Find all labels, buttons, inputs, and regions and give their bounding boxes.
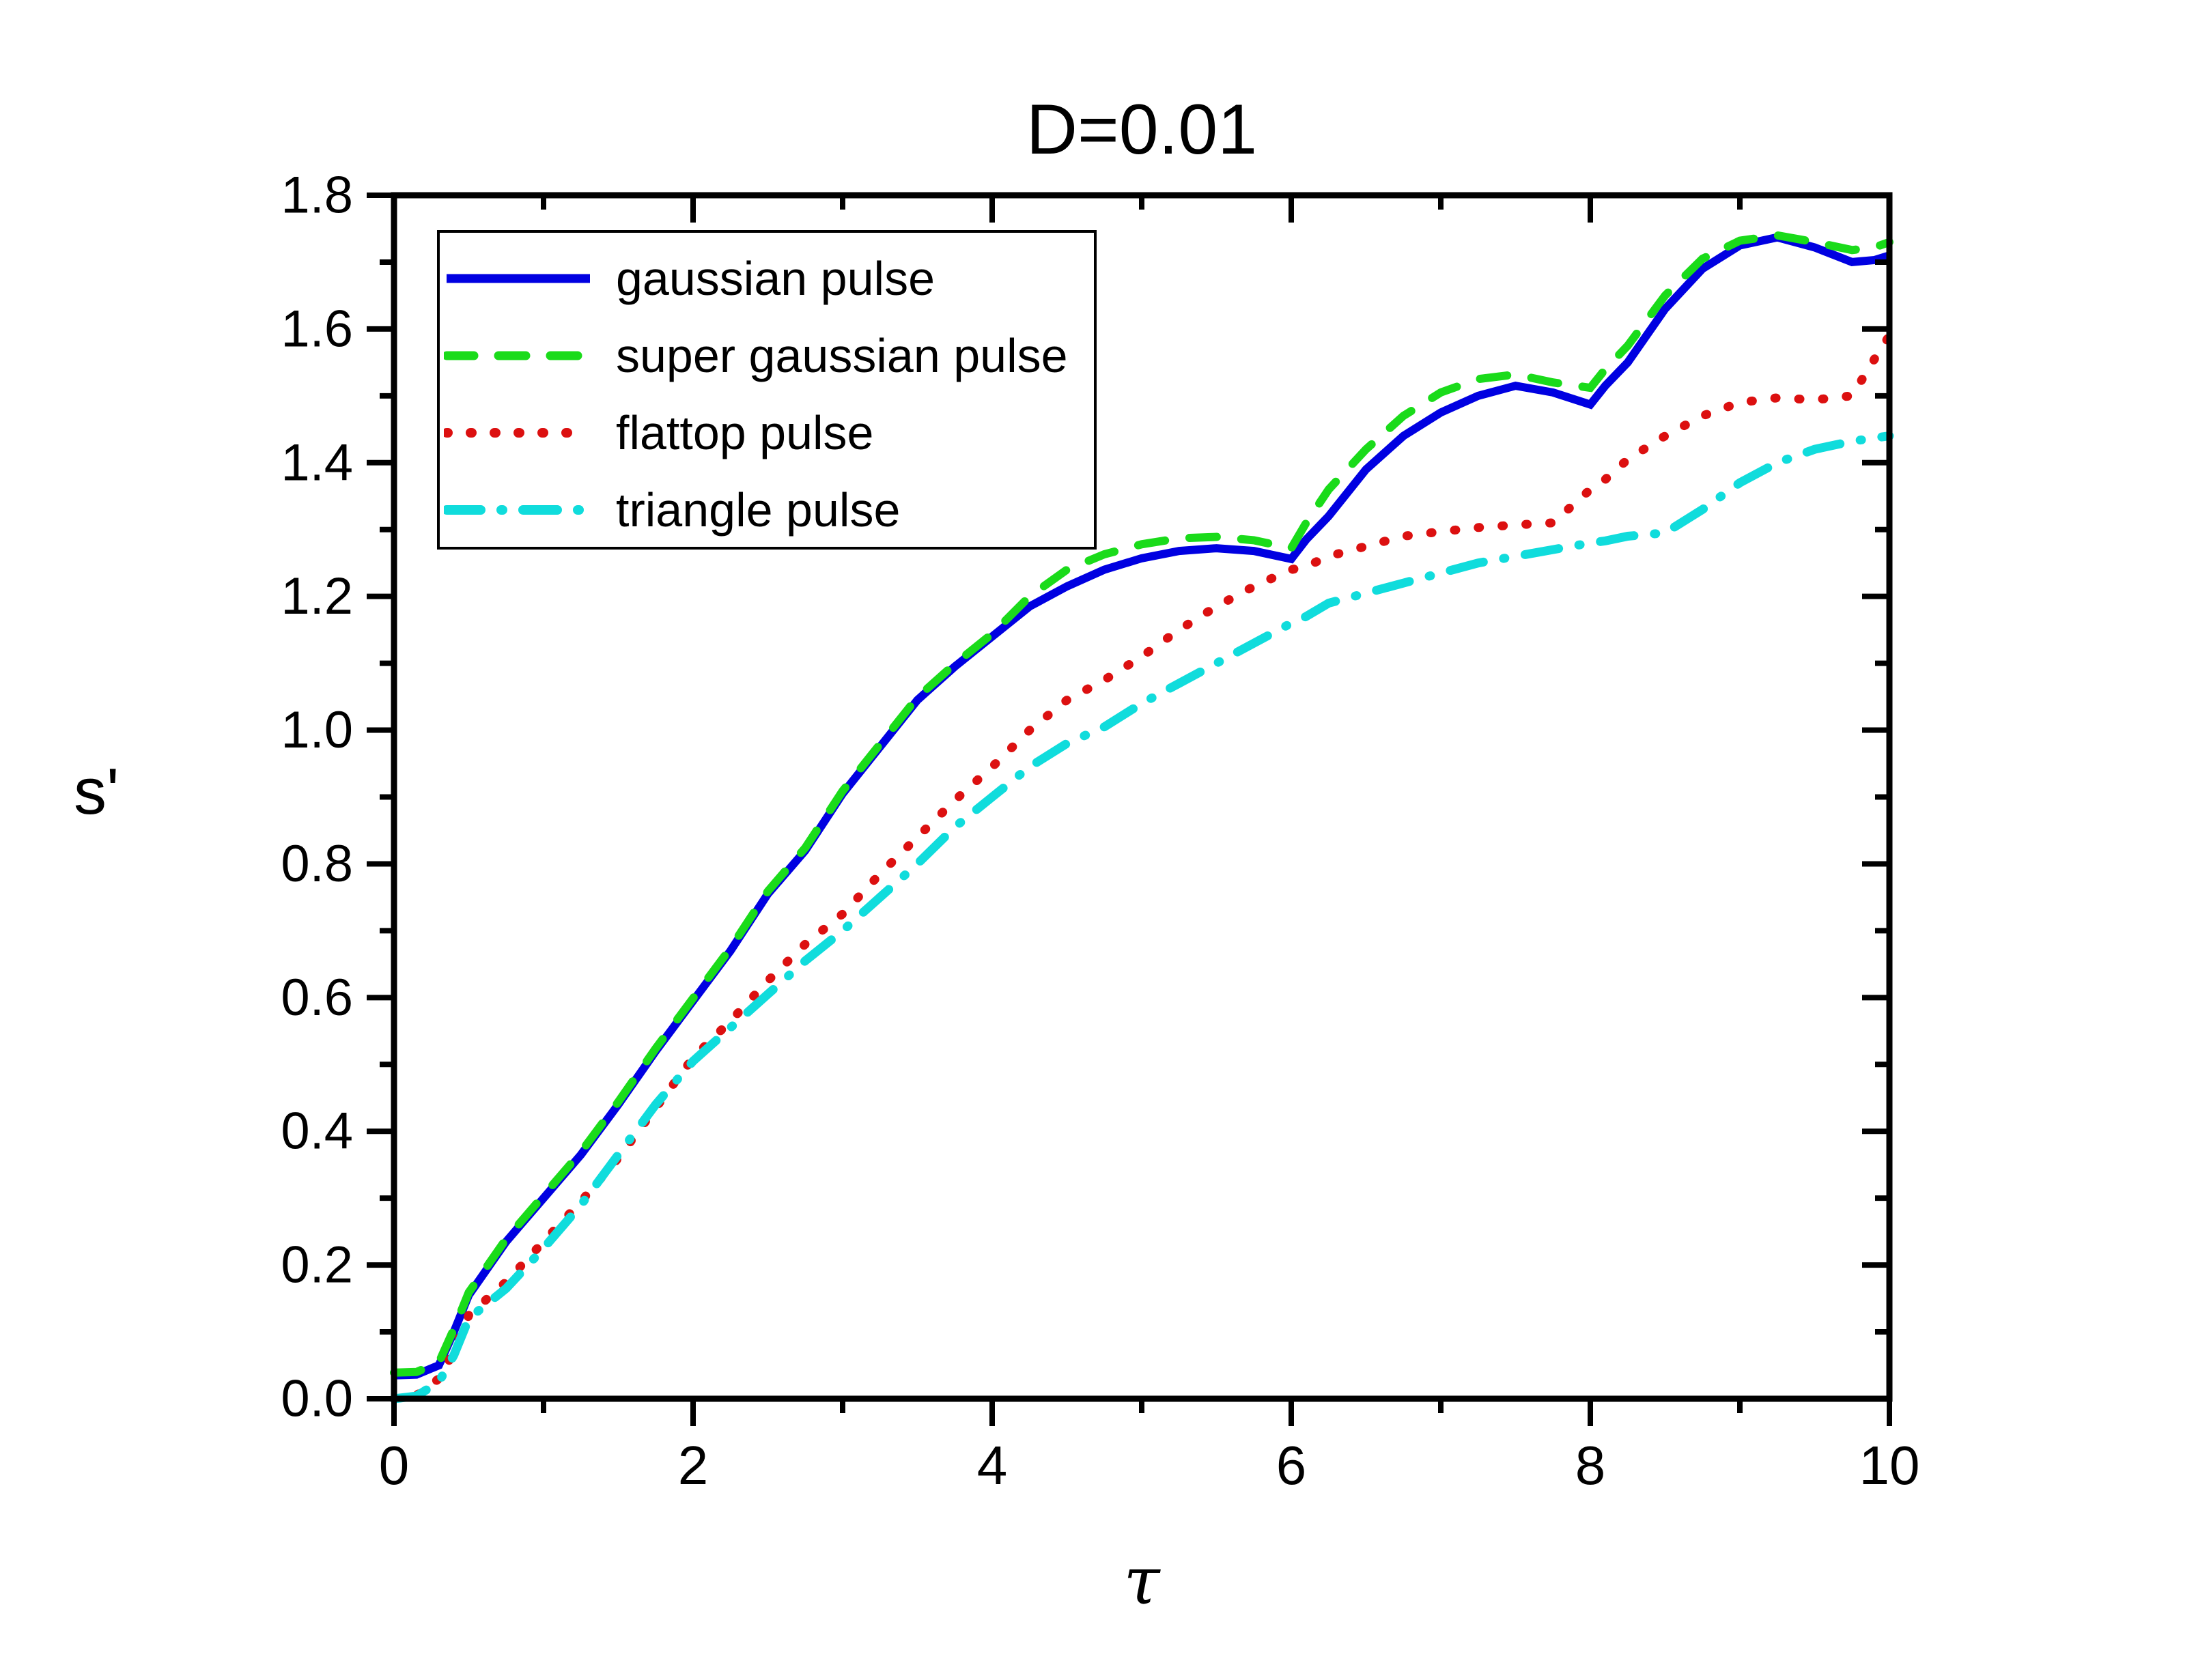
svg-text:1.2: 1.2	[281, 567, 353, 625]
svg-text:8: 8	[1575, 1435, 1606, 1496]
legend-item-flattop-pulse: flattop pulse	[440, 405, 1094, 460]
y-axis-label: s'	[74, 755, 119, 828]
legend-label: super gaussian pulse	[616, 329, 1068, 382]
legend-label: flattop pulse	[616, 406, 874, 459]
svg-text:1.6: 1.6	[281, 300, 353, 358]
svg-text:2: 2	[678, 1435, 709, 1496]
svg-text:0.0: 0.0	[281, 1370, 353, 1428]
legend-line-sample-triangle	[444, 505, 595, 515]
svg-text:1.8: 1.8	[281, 167, 353, 225]
svg-text:6: 6	[1276, 1435, 1307, 1496]
chart-title: D=0.01	[1026, 90, 1258, 169]
svg-text:1.4: 1.4	[281, 433, 353, 492]
svg-text:0.4: 0.4	[281, 1102, 353, 1161]
svg-text:0.2: 0.2	[281, 1236, 353, 1294]
svg-text:4: 4	[977, 1435, 1008, 1496]
svg-text:0: 0	[379, 1435, 410, 1496]
x-axis-label: τ	[1123, 1543, 1160, 1619]
legend-line-sample-gaussian	[447, 274, 590, 283]
svg-text:1.0: 1.0	[281, 701, 353, 759]
svg-text:0.8: 0.8	[281, 835, 353, 893]
legend-item-gaussian-pulse: gaussian pulse	[440, 251, 1094, 306]
legend-label: gaussian pulse	[616, 252, 935, 305]
svg-text:10: 10	[1859, 1435, 1920, 1496]
legend-item-triangle-pulse: triangle pulse	[440, 483, 1094, 537]
legend: gaussian pulse super gaussian pulse flat…	[437, 230, 1097, 550]
legend-line-sample-super-gaussian	[444, 351, 595, 360]
legend-item-super-gaussian-pulse: super gaussian pulse	[440, 328, 1094, 383]
legend-label: triangle pulse	[616, 483, 901, 537]
svg-text:0.6: 0.6	[281, 969, 353, 1027]
legend-line-sample-flattop	[444, 428, 595, 438]
